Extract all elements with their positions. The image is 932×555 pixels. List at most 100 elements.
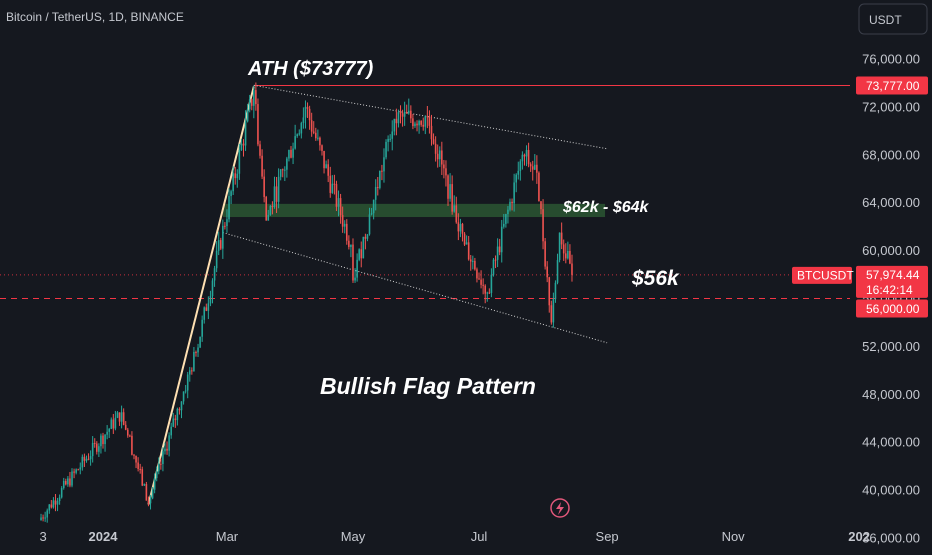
candle-body	[186, 374, 189, 391]
candle-body	[238, 149, 241, 174]
candle-body	[197, 347, 199, 353]
candle-body	[300, 123, 303, 134]
candle-body	[511, 201, 513, 204]
candle-body	[288, 149, 290, 159]
candle-body	[242, 143, 245, 146]
candle-body	[364, 236, 367, 239]
candle-body	[474, 260, 476, 270]
x-tick-label: Mar	[216, 529, 239, 544]
candle-body	[540, 201, 542, 210]
candle-body	[554, 282, 557, 300]
zone-62k-64k	[222, 203, 606, 218]
candle-body	[60, 488, 63, 498]
candle-body	[399, 112, 402, 114]
candle-body	[71, 471, 73, 486]
channel-lower-line	[222, 232, 608, 344]
candle-body	[203, 307, 206, 320]
candle-body	[449, 184, 451, 199]
candle-body	[387, 138, 389, 142]
candle-body	[56, 500, 59, 505]
candle-body	[155, 471, 158, 479]
candle-body	[263, 176, 265, 197]
candle-body	[544, 241, 546, 267]
candle-body	[50, 504, 53, 508]
candle-body	[98, 446, 100, 452]
candle-body	[362, 236, 365, 259]
currency-button-label[interactable]: USDT	[869, 13, 902, 27]
candle-body	[498, 246, 501, 253]
candle-body	[393, 118, 396, 132]
candle-body	[259, 144, 261, 156]
candle-body	[244, 121, 247, 146]
candle-body	[519, 161, 522, 171]
candle-body	[383, 157, 385, 172]
candle-body	[232, 173, 234, 192]
candle-body	[120, 412, 123, 422]
candle-body	[509, 201, 511, 210]
candle-body	[73, 471, 75, 473]
candle-body	[556, 260, 559, 283]
candle-body	[102, 435, 104, 445]
y-tick-label: 76,000.00	[862, 51, 920, 66]
candle-body	[503, 223, 505, 227]
candle-body	[234, 173, 237, 179]
candle-body	[69, 478, 71, 486]
candle-body	[222, 225, 224, 249]
candle-body	[457, 222, 460, 232]
candle-body	[438, 150, 441, 160]
x-tick-label: Nov	[722, 529, 746, 544]
candle-body	[209, 296, 212, 304]
candle-body	[145, 484, 148, 501]
y-tick-label: 60,000.00	[862, 243, 920, 258]
candle-body	[40, 517, 42, 521]
pattern-annotation: Bullish Flag Pattern	[320, 373, 536, 399]
candle-body	[333, 183, 336, 185]
candle-body	[87, 458, 90, 460]
candle-body	[77, 469, 80, 471]
candle-body	[296, 134, 299, 137]
candle-body	[193, 352, 195, 372]
support-price-label: 56,000.00	[866, 302, 920, 316]
candle-body	[65, 480, 67, 485]
candle-body	[42, 517, 44, 519]
candle-body	[455, 205, 458, 223]
candle-body	[306, 106, 309, 109]
candle-body	[505, 214, 507, 224]
candle-body	[476, 269, 478, 279]
candle-body	[348, 240, 350, 247]
current-price-badge	[856, 265, 928, 298]
candle-body	[436, 153, 439, 160]
candle-body	[205, 307, 208, 311]
candle-body	[310, 120, 313, 132]
candle-body	[571, 263, 573, 275]
candle-body	[356, 259, 358, 278]
candle-body	[195, 352, 197, 354]
candle-body	[337, 198, 340, 207]
candle-body	[133, 454, 135, 456]
zone-annotation: $62k - $64k	[562, 199, 650, 216]
candle-body	[486, 292, 489, 294]
candle-body	[416, 123, 418, 126]
candle-body	[122, 412, 125, 425]
candle-body	[500, 226, 503, 253]
candle-body	[533, 164, 536, 170]
candle-body	[335, 184, 338, 207]
candle-body	[422, 124, 425, 127]
candle-body	[143, 484, 146, 486]
candle-body	[271, 206, 274, 208]
candle-body	[294, 136, 296, 149]
candle-body	[424, 116, 427, 127]
candle-body	[104, 434, 106, 445]
candle-body	[405, 111, 408, 114]
candle-body	[410, 110, 412, 119]
candle-body	[176, 408, 179, 421]
candle-body	[253, 90, 255, 106]
candle-body	[46, 510, 49, 518]
currency-button[interactable]	[858, 3, 928, 35]
candle-body	[236, 173, 239, 179]
candle-body	[284, 169, 286, 171]
candle-body	[255, 90, 257, 105]
candle-body	[116, 412, 119, 418]
